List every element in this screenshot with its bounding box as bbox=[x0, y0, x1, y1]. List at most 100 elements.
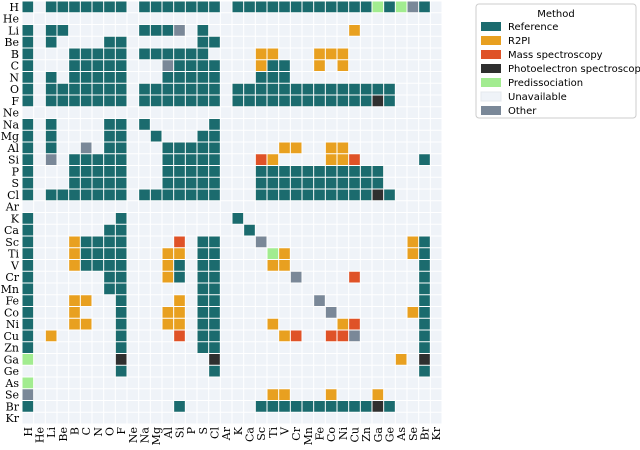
y-tick-label: Cr bbox=[5, 271, 19, 284]
cell bbox=[34, 201, 45, 212]
cell bbox=[232, 365, 244, 377]
cell bbox=[302, 236, 314, 248]
cell bbox=[255, 72, 267, 83]
cell bbox=[34, 260, 45, 271]
cell bbox=[325, 1, 337, 13]
cell bbox=[69, 142, 80, 154]
cell bbox=[92, 154, 104, 165]
cell bbox=[150, 36, 162, 48]
y-tick-label: Sc bbox=[5, 236, 19, 249]
cell bbox=[232, 213, 244, 224]
x-tick-label: Li bbox=[45, 427, 58, 438]
cell bbox=[209, 119, 220, 130]
cell bbox=[384, 365, 395, 377]
cell bbox=[384, 260, 395, 271]
cell bbox=[407, 248, 419, 259]
y-tick-label: B bbox=[11, 48, 19, 61]
cell bbox=[267, 36, 279, 48]
cell bbox=[244, 177, 255, 189]
cell bbox=[255, 119, 267, 130]
cell bbox=[220, 48, 232, 60]
cell bbox=[267, 25, 279, 36]
cell bbox=[162, 166, 174, 177]
cell bbox=[395, 25, 407, 36]
cell bbox=[185, 1, 197, 13]
cell bbox=[209, 154, 220, 165]
cell bbox=[419, 283, 430, 295]
cell bbox=[360, 224, 372, 236]
cell bbox=[290, 119, 302, 130]
cell bbox=[185, 177, 197, 189]
cell bbox=[279, 60, 290, 71]
cell bbox=[349, 72, 360, 83]
cell bbox=[80, 83, 92, 95]
cell bbox=[127, 142, 139, 154]
cell bbox=[267, 248, 279, 259]
cell bbox=[267, 130, 279, 142]
cell bbox=[267, 13, 279, 24]
cell bbox=[337, 201, 349, 212]
cell bbox=[302, 365, 314, 377]
cell bbox=[57, 25, 69, 36]
cell bbox=[162, 342, 174, 353]
cell bbox=[162, 36, 174, 48]
cell bbox=[314, 318, 325, 330]
cell bbox=[57, 295, 69, 306]
cell bbox=[325, 224, 337, 236]
cell bbox=[325, 177, 337, 189]
cell bbox=[337, 142, 349, 154]
cell bbox=[80, 119, 92, 130]
cell bbox=[162, 248, 174, 259]
cell bbox=[302, 295, 314, 306]
cell bbox=[349, 142, 360, 154]
cell bbox=[430, 25, 442, 36]
cell bbox=[57, 72, 69, 83]
cell bbox=[80, 36, 92, 48]
cell bbox=[395, 142, 407, 154]
cell bbox=[104, 248, 115, 259]
cell bbox=[127, 166, 139, 177]
cell bbox=[197, 189, 209, 201]
cell bbox=[419, 48, 430, 60]
cell bbox=[92, 72, 104, 83]
cell bbox=[302, 72, 314, 83]
cell bbox=[337, 1, 349, 13]
cell bbox=[244, 60, 255, 71]
cell bbox=[302, 48, 314, 60]
cell bbox=[360, 107, 372, 118]
cell bbox=[337, 25, 349, 36]
cell bbox=[197, 36, 209, 48]
cell bbox=[302, 260, 314, 271]
cell bbox=[34, 330, 45, 342]
cell bbox=[314, 389, 325, 400]
y-tick-label: V bbox=[10, 259, 20, 272]
cell bbox=[209, 72, 220, 83]
cell bbox=[80, 60, 92, 71]
cell bbox=[430, 72, 442, 83]
cell bbox=[69, 330, 80, 342]
cell bbox=[360, 25, 372, 36]
cell bbox=[45, 248, 57, 259]
cell bbox=[174, 60, 185, 71]
cell bbox=[290, 389, 302, 400]
cell bbox=[80, 342, 92, 353]
cell bbox=[290, 271, 302, 283]
cell bbox=[430, 36, 442, 48]
cell bbox=[104, 1, 115, 13]
cell bbox=[407, 83, 419, 95]
cell bbox=[185, 166, 197, 177]
cell bbox=[384, 142, 395, 154]
cell bbox=[80, 236, 92, 248]
cell bbox=[57, 177, 69, 189]
cell bbox=[290, 248, 302, 259]
cell bbox=[407, 283, 419, 295]
cell bbox=[150, 342, 162, 353]
cell bbox=[104, 213, 115, 224]
cell bbox=[349, 330, 360, 342]
cell bbox=[22, 154, 34, 165]
cell bbox=[360, 342, 372, 353]
cell bbox=[34, 72, 45, 83]
y-tick-label: H bbox=[9, 1, 19, 14]
cell bbox=[150, 401, 162, 412]
cell bbox=[115, 177, 127, 189]
